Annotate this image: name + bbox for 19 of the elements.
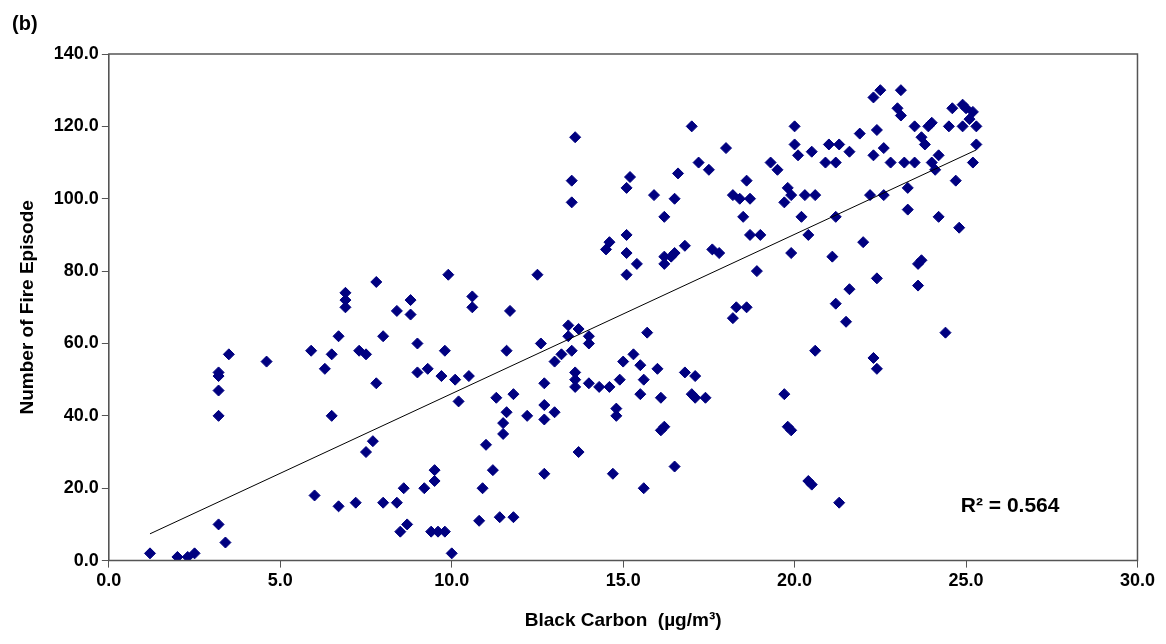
y-tick-label: 20.0	[63, 477, 99, 498]
y-tick-label: 80.0	[63, 260, 99, 281]
annotation: R² = 0.564	[960, 492, 1060, 516]
x-tick-label: 20.0	[777, 570, 813, 591]
y-tick-label: 60.0	[63, 332, 99, 353]
y-axis-title: Number of Fire Episode	[15, 200, 37, 415]
x-tick-label: 10.0	[434, 570, 470, 591]
x-tick-label: 15.0	[605, 570, 641, 591]
x-tick-label: 30.0	[1119, 570, 1156, 591]
x-tick-label: 0.0	[96, 570, 122, 591]
x-tick-label: 25.0	[948, 570, 984, 591]
y-tick-label: 40.0	[63, 404, 99, 425]
y-tick-label: 100.0	[53, 187, 99, 208]
chart-title: (b)	[12, 11, 38, 34]
x-tick-label: 5.0	[267, 570, 293, 591]
y-tick-label: 0.0	[73, 549, 99, 570]
y-tick-label: 120.0	[53, 115, 99, 136]
x-axis-title: Black Carbon (µg/m³)	[524, 608, 722, 630]
y-tick-label: 140.0	[53, 42, 99, 63]
